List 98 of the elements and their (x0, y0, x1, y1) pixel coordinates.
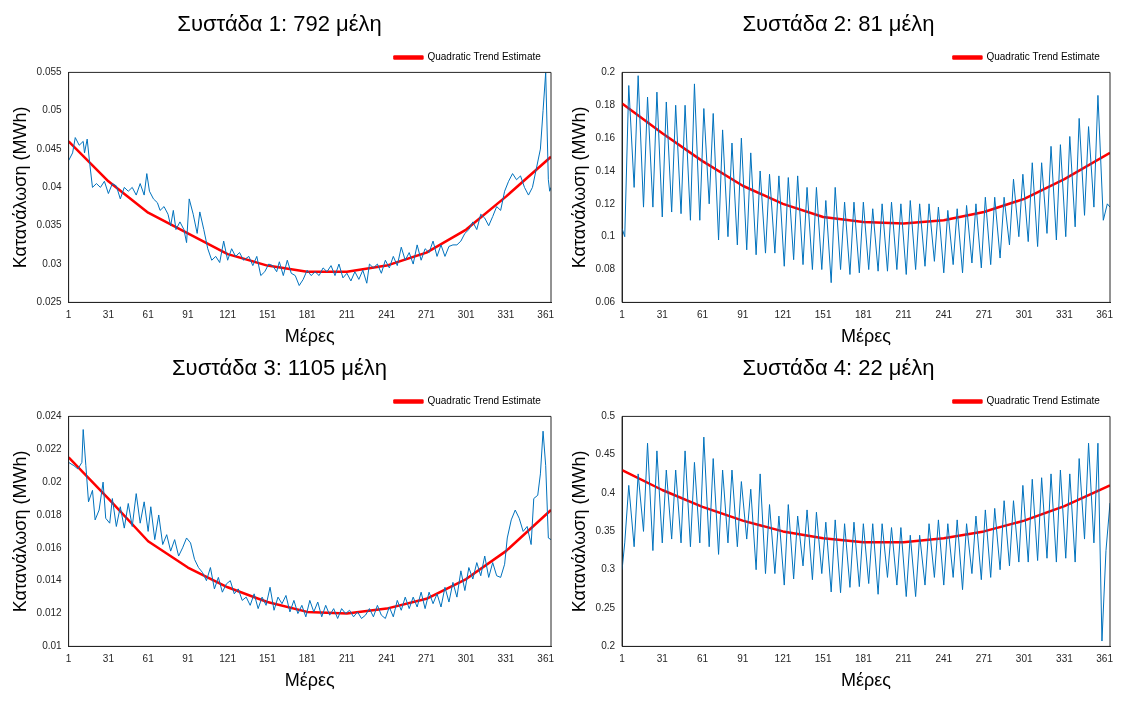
x-tick-label: 61 (696, 653, 709, 665)
y-tick-label: 0.2 (601, 66, 616, 78)
x-tick-label: 271 (975, 309, 993, 321)
x-tick-label: 151 (814, 309, 832, 321)
x-tick-label: 61 (142, 309, 155, 321)
x-tick-label: 271 (418, 309, 436, 321)
x-tick-label: 121 (774, 653, 792, 665)
x-tick-label: 361 (1096, 309, 1114, 321)
y-axis-title: Κατανάλωση (MWh) (568, 450, 589, 613)
x-tick-label: 361 (1096, 653, 1114, 665)
y-tick-label: 0.014 (36, 574, 63, 586)
x-tick-label: 361 (537, 309, 555, 321)
x-tick-label: 121 (219, 309, 237, 321)
x-tick-label: 91 (182, 309, 194, 321)
x-axis-title: Μέρες (284, 326, 336, 347)
x-tick-label: 181 (298, 653, 316, 665)
y-tick-label: 0.1 (601, 230, 616, 242)
y-tick-label: 0.18 (595, 99, 616, 111)
y-axis-title: Κατανάλωση (MWh) (568, 106, 589, 269)
x-axis-title: Μέρες (841, 670, 892, 691)
y-tick-label: 0.2 (601, 640, 616, 652)
x-tick-label: 241 (935, 309, 953, 321)
chart-title: Συστάδα 1: 792 μέλη (177, 11, 382, 37)
chart-title: Συστάδα 3: 1105 μέλη (172, 355, 387, 381)
y-axis-title: Κατανάλωση (MWh) (9, 106, 30, 269)
y-tick-label: 0.16 (595, 131, 616, 143)
x-tick-label: 181 (855, 309, 873, 321)
y-tick-label: 0.12 (595, 197, 616, 209)
x-tick-label: 241 (378, 309, 396, 321)
x-axis-title: Μέρες (284, 670, 336, 691)
x-tick-label: 241 (935, 653, 953, 665)
y-tick-label: 0.024 (36, 410, 63, 422)
y-tick-label: 0.055 (36, 66, 63, 78)
x-tick-label: 301 (1015, 653, 1033, 665)
y-tick-label: 0.018 (36, 508, 63, 520)
legend-label: Quadratic Trend Estimate (986, 395, 1101, 407)
x-tick-label: 31 (656, 309, 669, 321)
x-tick-label: 1 (65, 653, 72, 665)
x-axis-title: Μέρες (841, 326, 892, 347)
x-tick-label: 211 (895, 653, 912, 665)
y-tick-label: 0.01 (42, 640, 63, 652)
y-tick-label: 0.025 (36, 296, 63, 308)
x-tick-label: 31 (102, 309, 115, 321)
x-tick-label: 211 (895, 309, 912, 321)
x-tick-label: 301 (457, 309, 475, 321)
chart-title: Συστάδα 2: 81 μέλη (742, 11, 935, 37)
legend-label: Quadratic Trend Estimate (427, 395, 542, 407)
x-tick-label: 151 (814, 653, 832, 665)
x-tick-label: 151 (259, 309, 277, 321)
legend-label: Quadratic Trend Estimate (427, 51, 542, 63)
x-tick-label: 91 (737, 309, 749, 321)
x-tick-label: 121 (219, 653, 237, 665)
x-tick-label: 91 (182, 653, 194, 665)
x-tick-label: 1 (619, 309, 626, 321)
x-tick-label: 181 (298, 309, 316, 321)
y-tick-label: 0.5 (601, 410, 616, 422)
y-tick-label: 0.25 (595, 601, 616, 613)
y-tick-label: 0.05 (42, 104, 63, 116)
x-tick-label: 61 (142, 653, 155, 665)
x-tick-label: 301 (457, 653, 475, 665)
y-tick-label: 0.08 (595, 263, 616, 275)
x-tick-label: 1 (619, 653, 626, 665)
x-tick-label: 301 (1015, 309, 1033, 321)
y-tick-label: 0.35 (595, 525, 616, 537)
x-tick-label: 271 (418, 653, 436, 665)
y-tick-label: 0.04 (42, 181, 63, 193)
y-tick-label: 0.14 (595, 164, 616, 176)
x-tick-label: 151 (259, 653, 277, 665)
y-tick-label: 0.012 (36, 607, 63, 619)
x-tick-label: 181 (855, 653, 873, 665)
y-tick-label: 0.022 (36, 443, 63, 455)
legend-label: Quadratic Trend Estimate (986, 51, 1101, 63)
x-tick-label: 211 (338, 653, 356, 665)
y-tick-label: 0.02 (42, 475, 63, 487)
y-tick-label: 0.035 (36, 219, 63, 231)
y-tick-label: 0.3 (601, 563, 616, 575)
x-tick-label: 271 (975, 653, 993, 665)
x-tick-label: 211 (338, 309, 356, 321)
x-tick-label: 61 (696, 309, 709, 321)
y-axis-title: Κατανάλωση (MWh) (9, 450, 30, 613)
chart-title: Συστάδα 4: 22 μέλη (742, 355, 935, 381)
x-tick-label: 331 (1056, 653, 1074, 665)
y-tick-label: 0.045 (36, 142, 63, 154)
x-tick-label: 331 (497, 653, 515, 665)
x-tick-label: 121 (774, 309, 792, 321)
x-tick-label: 1 (65, 309, 72, 321)
x-tick-label: 31 (102, 653, 115, 665)
y-tick-label: 0.03 (42, 257, 63, 269)
x-tick-label: 361 (537, 653, 555, 665)
x-tick-label: 91 (737, 653, 749, 665)
y-tick-label: 0.016 (36, 541, 63, 553)
y-tick-label: 0.4 (601, 486, 616, 498)
x-tick-label: 31 (656, 653, 669, 665)
x-tick-label: 331 (1056, 309, 1074, 321)
x-tick-label: 331 (497, 309, 515, 321)
x-tick-label: 241 (378, 653, 396, 665)
y-tick-label: 0.06 (595, 296, 616, 308)
y-tick-label: 0.45 (595, 448, 616, 460)
